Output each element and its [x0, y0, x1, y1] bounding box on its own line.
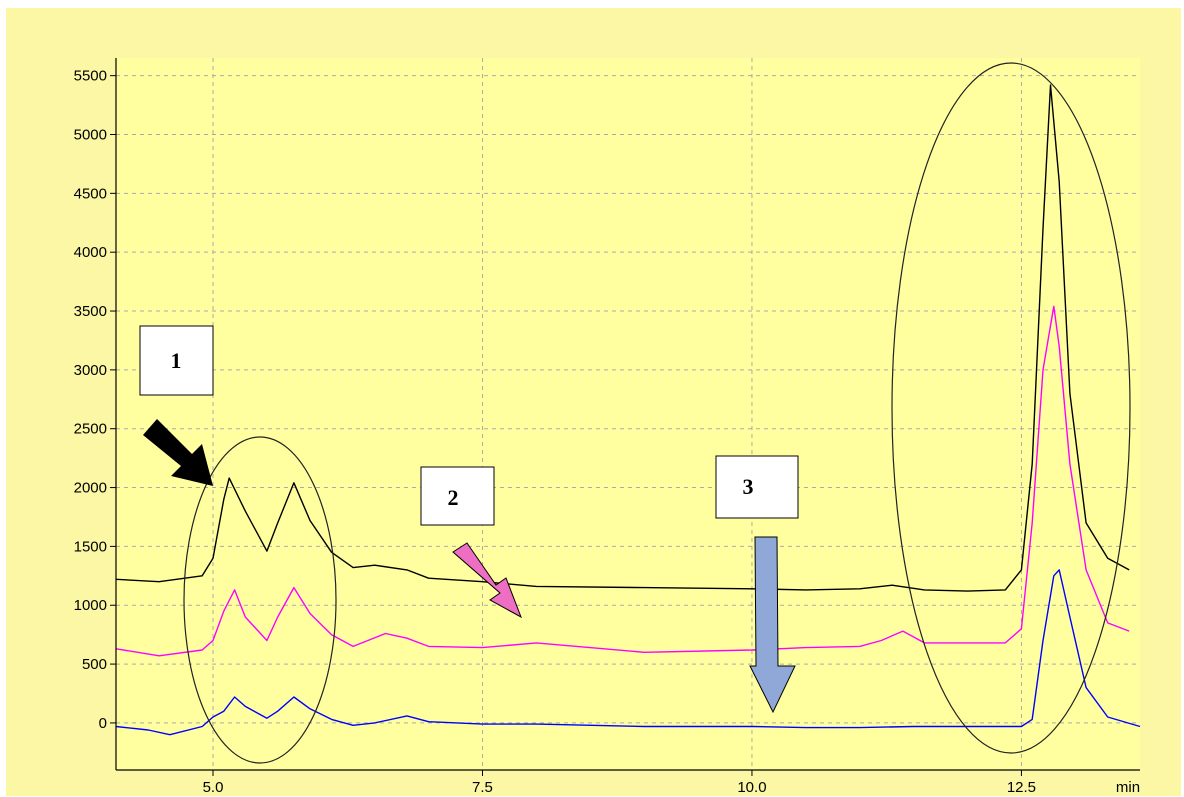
peak-group-ellipse-right [891, 62, 1131, 754]
y-tick-label: 4500 [74, 185, 107, 202]
annotation-arrow-1 [143, 419, 213, 486]
y-tick-label: 3500 [74, 303, 107, 320]
annotation-label-3: 3 [743, 474, 754, 499]
y-tick-label: 2500 [74, 421, 107, 438]
y-tick-label: 5500 [74, 68, 107, 85]
y-tick-label: 2000 [74, 480, 107, 497]
y-tick-label: 1500 [74, 538, 107, 555]
series-layer [115, 84, 1141, 736]
annotation-box-1: 1 [139, 325, 214, 396]
y-axis-ticks: 0 500 1000 1500 2000 2500 3000 3500 4000 4500 5000… [74, 68, 116, 732]
peak-group-ellipse-left [183, 436, 337, 764]
x-axis-label: min [1116, 779, 1140, 796]
x-tick-label: 5.0 [203, 779, 224, 796]
y-tick-label: 1000 [74, 597, 107, 614]
y-tick-label: 4000 [74, 244, 107, 261]
annotation-box-2: 2 [420, 466, 495, 526]
x-axis-ticks: 5.0 7.5 10.0 12.5 [203, 770, 1036, 796]
plot-area [116, 58, 1140, 770]
annotation-box-3: 3 [715, 455, 799, 519]
series-line-3 [115, 569, 1141, 736]
series-line-1 [115, 84, 1130, 592]
annotation-arrow-3 [749, 536, 796, 714]
grid-layer [116, 58, 1140, 770]
x-tick-label: 7.5 [472, 779, 493, 796]
annotation-label-1: 1 [171, 348, 182, 373]
x-tick-label: 12.5 [1007, 779, 1036, 796]
y-tick-label: 5000 [74, 126, 107, 143]
series-line-2 [115, 305, 1130, 657]
y-tick-label: 500 [82, 656, 107, 673]
y-tick-label: 0 [99, 715, 107, 732]
annotation-arrow-2 [452, 542, 522, 619]
x-tick-label: 10.0 [737, 779, 766, 796]
y-tick-label: 3000 [74, 362, 107, 379]
annotation-label-2: 2 [448, 485, 459, 510]
